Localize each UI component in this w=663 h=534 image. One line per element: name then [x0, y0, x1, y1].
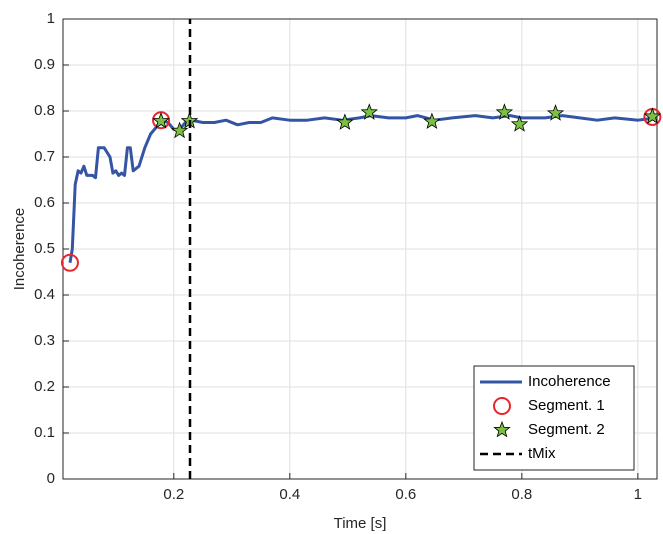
y-tick-label: 0.6: [34, 194, 55, 211]
marker-star: [546, 104, 565, 121]
marker-star: [170, 121, 189, 139]
y-tick-label: 0.5: [34, 240, 55, 257]
legend-label: Incoherence: [528, 373, 611, 390]
plot-frame: [62, 18, 658, 480]
marker-star: [152, 111, 170, 129]
marker-star: [336, 113, 354, 130]
y-tick-label: 0.9: [34, 56, 55, 73]
x-tick-label: 1: [634, 486, 642, 503]
y-tick-label: 0.4: [34, 286, 55, 303]
y-tick-label: 0.1: [34, 424, 55, 441]
legend-label: Segment. 2: [528, 421, 605, 438]
x-tick-label: 0.2: [163, 486, 184, 503]
legend-label: Segment. 1: [528, 397, 605, 414]
y-tick-label: 0.7: [34, 148, 55, 165]
legend: Incoherence Segment. 1 Segment. 2 tMix: [473, 365, 635, 471]
y-tick-label: 0: [47, 470, 55, 487]
y-axis-label: Incoherence: [11, 208, 28, 291]
y-tick-label: 0.8: [34, 102, 55, 119]
y-tick-label: 0.3: [34, 332, 55, 349]
x-axis-label: Time [s]: [334, 515, 387, 532]
marker-star: [510, 115, 529, 132]
marker-circle: [60, 253, 79, 272]
marker-star: [643, 107, 662, 124]
y-tick-label: 0.2: [34, 378, 55, 395]
legend-label: tMix: [528, 445, 556, 462]
legend-swatch: [493, 420, 511, 438]
legend-swatch: [493, 397, 511, 415]
marker-star: [423, 112, 441, 130]
y-tick-label: 1: [47, 10, 55, 27]
x-tick-label: 0.6: [395, 486, 416, 503]
x-tick-label: 0.4: [279, 486, 300, 503]
x-tick-label: 0.8: [511, 486, 532, 503]
marker-star: [360, 103, 378, 120]
marker-star: [495, 103, 514, 120]
